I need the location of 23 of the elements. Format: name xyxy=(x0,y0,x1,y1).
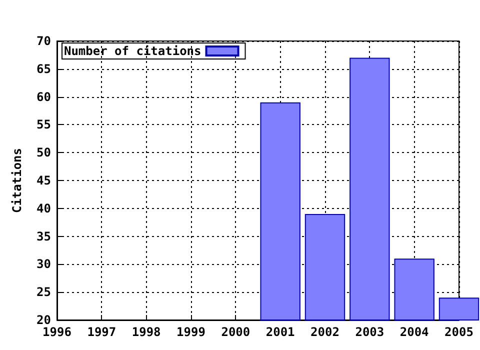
x-tick-label: 1998 xyxy=(132,325,161,339)
y-tick-label: 40 xyxy=(36,201,51,216)
y-tick-label: 65 xyxy=(36,62,51,76)
x-tick-label: 2005 xyxy=(444,325,474,339)
y-tick-label: 25 xyxy=(36,285,51,300)
y-tick-label: 55 xyxy=(36,118,51,132)
y-tick-label: 35 xyxy=(36,229,51,244)
x-tick-label: 1996 xyxy=(42,325,72,339)
y-tick-label: 50 xyxy=(36,146,51,160)
y-tick-label: 45 xyxy=(36,174,51,188)
legend-label: Number of citations xyxy=(64,44,202,58)
x-tick-label: 2003 xyxy=(355,325,384,339)
x-tick-label: 2004 xyxy=(400,325,429,339)
y-axis-title: Citations xyxy=(10,148,24,214)
y-tick-label: 20 xyxy=(36,313,51,327)
x-tick-label: 2002 xyxy=(310,325,340,339)
x-tick-label: 2001 xyxy=(266,325,295,339)
x-tick-label: 1999 xyxy=(176,325,206,339)
x-tick-label: 1997 xyxy=(87,325,116,339)
y-tick-label: 70 xyxy=(36,34,51,48)
y-tick-label: 60 xyxy=(36,90,51,104)
x-tick-label: 2000 xyxy=(221,325,250,339)
y-tick-label: 30 xyxy=(36,257,51,272)
